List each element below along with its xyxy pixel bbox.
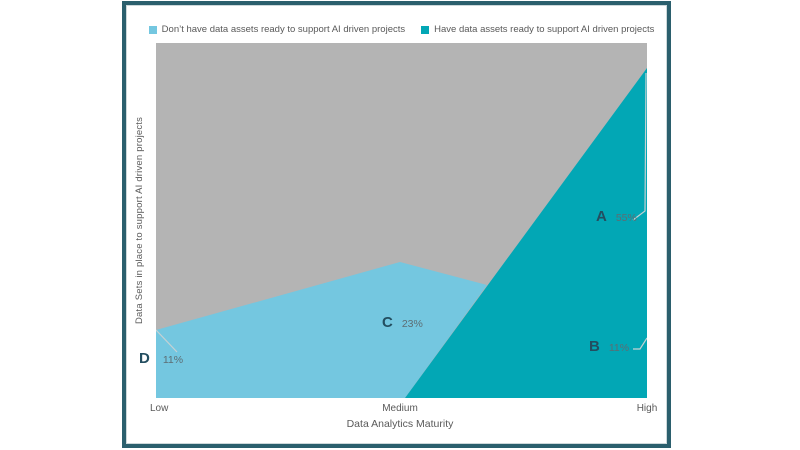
annotation-c: C 23% [382,315,423,330]
legend-swatch-dont-have [148,25,157,34]
annotation-c-value: 23% [401,318,423,330]
legend-label-have: Have data assets ready to support AI dri… [434,24,655,35]
x-tick-medium: Medium [382,403,418,414]
annotation-d: D 11% [139,351,183,366]
area-dont-have [156,262,487,398]
legend-swatch-have [421,25,430,34]
chart-frame: Don’t have data assets ready to support … [122,1,671,448]
annotation-b: B 11% [589,339,629,354]
legend: Don’t have data assets ready to support … [148,24,654,35]
legend-item-dont-have: Don’t have data assets ready to support … [148,24,406,35]
annotation-a-connector-line [632,72,647,221]
annotation-a: A 55% [596,209,637,224]
annotation-d-connector-line [156,329,178,353]
y-axis-title: Data Sets in place to support AI driven … [134,116,145,325]
area-chart-canvas [156,68,647,398]
x-axis-title: Data Analytics Maturity [346,418,454,430]
annotation-a-letter: A [596,208,607,225]
annotation-b-letter: B [589,338,600,355]
annotation-c-letter: C [382,314,393,331]
plot-area [156,43,647,398]
x-tick-high: High [636,403,658,414]
area-have [405,68,647,398]
x-tick-low: Low [150,403,169,414]
legend-label-dont-have: Don’t have data assets ready to support … [161,24,406,35]
annotation-a-value: 55% [615,212,637,224]
annotation-b-connector-line [633,337,647,350]
annotation-d-value: 11% [162,354,184,366]
annotation-b-value: 11% [608,342,630,354]
annotation-d-letter: D [139,350,150,367]
legend-item-have: Have data assets ready to support AI dri… [421,24,654,35]
